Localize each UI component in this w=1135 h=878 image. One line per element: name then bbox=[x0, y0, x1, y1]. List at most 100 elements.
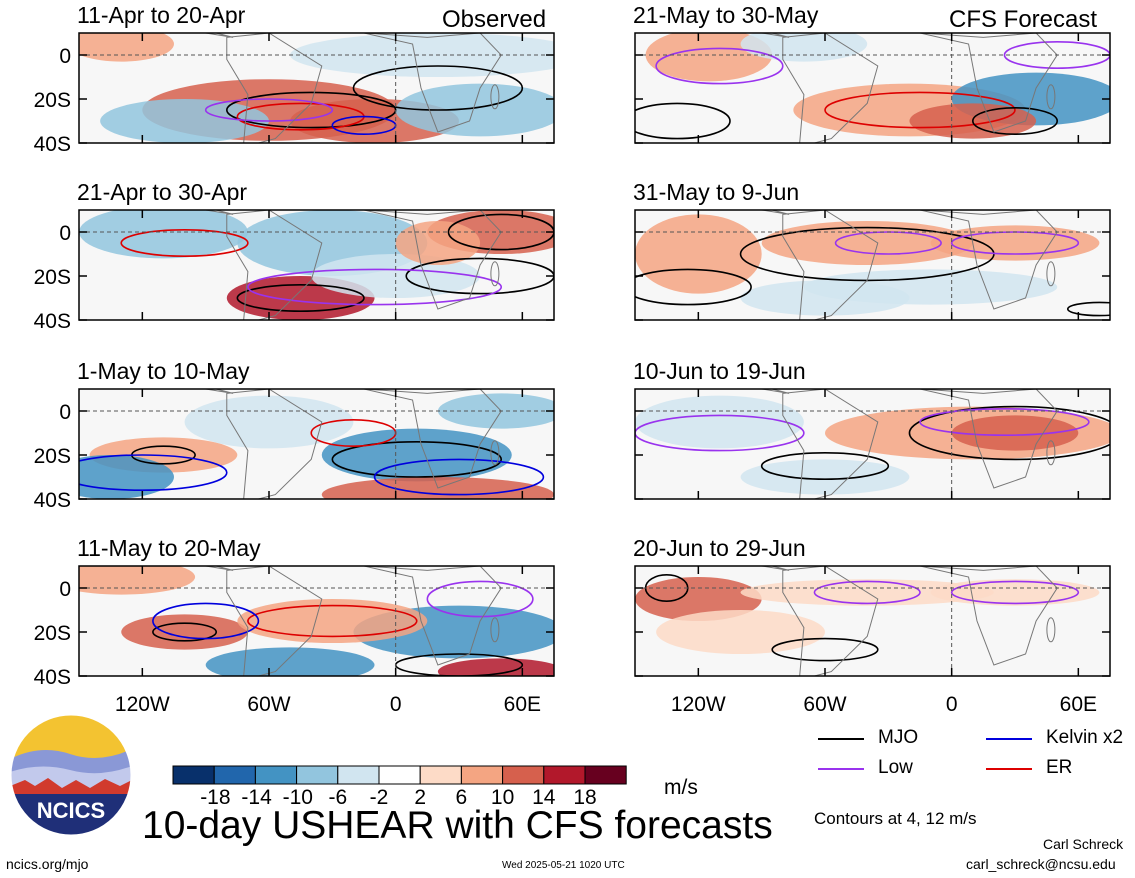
panel-title: 31-May to 9-Jun bbox=[633, 179, 799, 205]
south-america-outline bbox=[226, 566, 323, 676]
shear-field bbox=[121, 614, 248, 650]
shear-field bbox=[321, 428, 512, 482]
shear-field bbox=[656, 610, 825, 654]
colorbar-swatch bbox=[460, 765, 504, 785]
colorbar-tick-label: 6 bbox=[455, 786, 468, 809]
y-tick-label: 0 bbox=[621, 578, 633, 601]
panel-frame bbox=[634, 565, 1111, 677]
south-america-outline bbox=[782, 389, 879, 499]
colorbar-tick-label: -2 bbox=[369, 786, 389, 809]
panel-frame bbox=[78, 209, 555, 321]
africa-outline bbox=[919, 389, 1058, 489]
shear-field bbox=[205, 647, 375, 676]
panel-title: 10-Jun to 19-Jun bbox=[633, 358, 806, 384]
x-tick-label: 60W bbox=[247, 693, 290, 716]
colorbar-swatch bbox=[378, 765, 421, 785]
colorbar-swatch bbox=[172, 765, 215, 785]
logo-text: NCICS bbox=[37, 798, 105, 823]
colorbar-unit: m/s bbox=[664, 776, 698, 799]
central-america-outline bbox=[162, 210, 234, 215]
colorbar bbox=[172, 765, 627, 785]
africa-outline bbox=[363, 389, 502, 489]
colorbar-tick-label: -6 bbox=[328, 786, 348, 809]
y-tick-label: 40S bbox=[34, 666, 71, 689]
panel-2: 21-Apr to 30-Apr 0 20S 40S bbox=[34, 179, 555, 333]
y-tick-label: 20S bbox=[596, 445, 633, 468]
y-tick-label: 0 bbox=[621, 45, 633, 68]
filter-contour bbox=[971, 107, 1059, 136]
madagascar-outline bbox=[1046, 617, 1056, 643]
africa-outline bbox=[919, 33, 1058, 133]
panel-3: 1-May to 10-May 0 20S 40S bbox=[34, 358, 555, 512]
shear-field bbox=[930, 579, 1100, 606]
filter-contour bbox=[79, 454, 228, 491]
filter-contour bbox=[331, 440, 503, 478]
y-tick-label: 20S bbox=[596, 622, 633, 645]
colorbar-swatch bbox=[213, 765, 256, 785]
observed-header: Observed bbox=[442, 6, 547, 33]
shear-field bbox=[951, 415, 1079, 451]
shear-field bbox=[79, 210, 248, 259]
y-tick-label: 20S bbox=[596, 89, 633, 112]
y-tick-label: 0 bbox=[59, 578, 71, 601]
shear-field bbox=[79, 33, 174, 62]
colorbar-swatch bbox=[296, 765, 339, 785]
panel-title: 20-Jun to 29-Jun bbox=[633, 535, 806, 561]
x-tick-label: 120W bbox=[671, 693, 726, 716]
panel-frame bbox=[78, 388, 555, 500]
madagascar-outline bbox=[490, 84, 500, 110]
filter-contour bbox=[247, 268, 503, 306]
south-america-outline bbox=[226, 33, 323, 143]
y-tick-label: 20S bbox=[596, 266, 633, 289]
africa-outline bbox=[919, 566, 1058, 666]
shear-field bbox=[237, 599, 428, 643]
y-tick-label: 40S bbox=[34, 489, 71, 512]
south-america-outline bbox=[782, 210, 879, 320]
x-tick-label: 0 bbox=[390, 693, 402, 716]
x-tick-label: 60E bbox=[504, 693, 541, 716]
x-tick-label: 0 bbox=[946, 693, 958, 716]
panel-frame bbox=[634, 388, 1111, 500]
ncics-logo: NCICS bbox=[10, 714, 132, 836]
filter-contour bbox=[908, 405, 1110, 461]
legend-label: MJO bbox=[878, 727, 919, 748]
colorbar-swatch bbox=[502, 765, 545, 785]
madagascar-outline bbox=[490, 617, 500, 643]
colorbar-tick-label: 2 bbox=[414, 786, 427, 809]
y-tick-label: 40S bbox=[596, 489, 633, 512]
madagascar-outline bbox=[490, 261, 500, 287]
filter-contour bbox=[635, 268, 752, 306]
y-tick-label: 20S bbox=[34, 445, 71, 468]
madagascar-outline bbox=[1046, 84, 1056, 110]
figure-title: 10-day USHEAR with CFS forecasts bbox=[142, 804, 773, 847]
y-tick-label: 20S bbox=[34, 89, 71, 112]
filter-contour bbox=[152, 622, 218, 642]
filter-contour bbox=[352, 65, 524, 111]
shear-field bbox=[930, 225, 1100, 261]
filter-contour bbox=[655, 47, 784, 85]
y-tick-label: 0 bbox=[621, 401, 633, 424]
panel-4: 11-May to 20-May 0 20S 40S 120W 60W 0 60E bbox=[34, 535, 555, 716]
y-tick-label: 40S bbox=[596, 310, 633, 333]
panel-1: 11-Apr to 20-Apr 0 20S 40S bbox=[34, 2, 555, 156]
shear-field bbox=[740, 33, 868, 62]
filter-contour bbox=[152, 602, 260, 640]
y-tick-label: 40S bbox=[34, 133, 71, 156]
south-america-outline bbox=[226, 210, 323, 320]
x-tick-label: 120W bbox=[115, 693, 170, 716]
filter-contour bbox=[373, 458, 545, 496]
shear-field bbox=[635, 395, 804, 449]
colorbar-swatch bbox=[337, 765, 380, 785]
colorbar-swatch bbox=[419, 765, 462, 785]
shear-field bbox=[635, 214, 762, 294]
central-america-outline bbox=[718, 210, 790, 215]
filter-contour bbox=[824, 91, 1016, 129]
x-tick-label: 60W bbox=[803, 693, 846, 716]
south-america-outline bbox=[782, 33, 879, 143]
africa-outline bbox=[919, 210, 1058, 310]
shear-field bbox=[740, 280, 910, 316]
filter-contour bbox=[813, 580, 921, 605]
shear-field bbox=[761, 221, 973, 265]
